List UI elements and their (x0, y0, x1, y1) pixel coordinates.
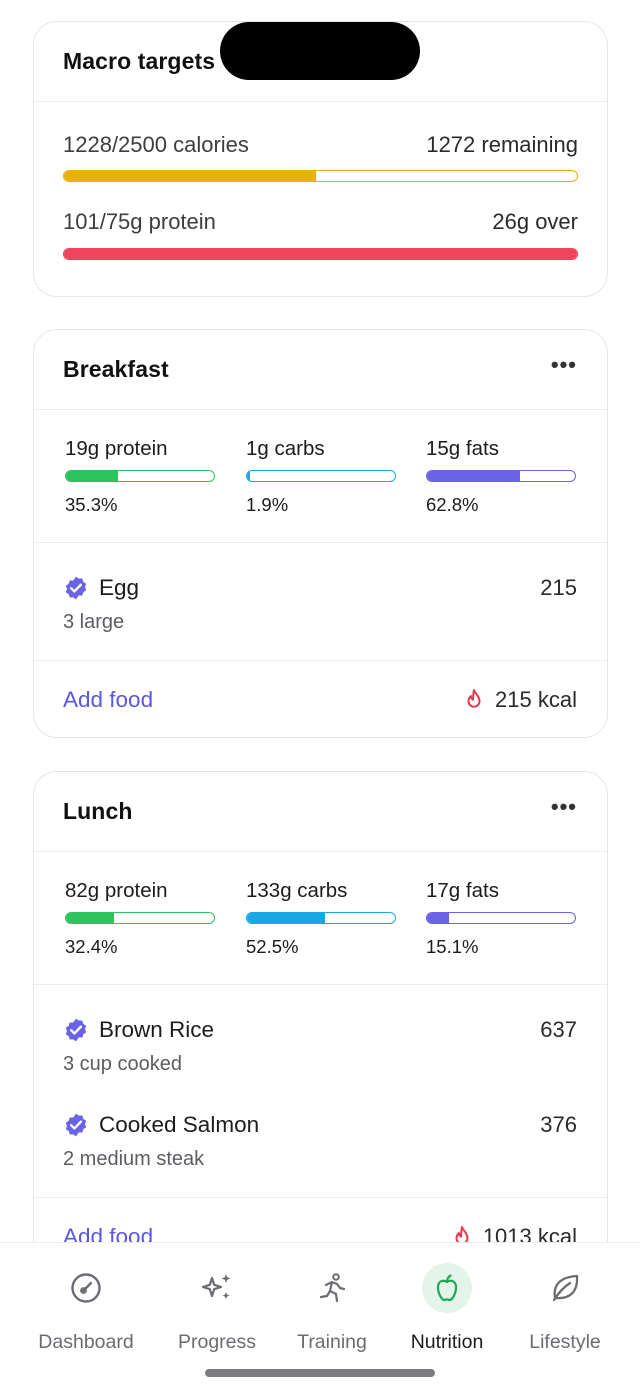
food-name: Egg (99, 575, 140, 600)
food-quantity: 3 cup cooked (63, 1053, 182, 1075)
calories-remaining: 1272 remaining (426, 132, 578, 157)
lunch-footer: Add food 1013 kcal (34, 1197, 607, 1242)
food-calories: 376 (540, 1112, 577, 1137)
meal-total-kcal-value: 215 kcal (495, 686, 577, 712)
carbs-macro-fill (247, 471, 250, 481)
carbs-macro-bar (246, 470, 396, 482)
breakfast-footer: Add food 215 kcal (34, 660, 607, 738)
carbs-macro-label: 1g carbs (246, 437, 325, 460)
fats-macro-bar (426, 912, 576, 924)
fats-macro-fill (427, 471, 520, 481)
bottom-tab-bar: Dashboard Progress Training Nutrition Li… (0, 1242, 640, 1391)
breakfast-header: Breakfast ••• (34, 330, 607, 410)
meal-title: Breakfast (63, 356, 169, 382)
tab-label: Dashboard (38, 1331, 134, 1353)
leaf-icon (540, 1263, 590, 1313)
meal-macros: 19g protein 35.3% 1g carbs 1.9% 15g fats… (34, 410, 607, 543)
tab-label: Lifestyle (529, 1331, 601, 1353)
food-name: Cooked Salmon (99, 1112, 260, 1137)
protein-macro-label: 82g protein (65, 879, 168, 902)
food-quantity: 3 large (63, 611, 125, 633)
food-name: Brown Rice (99, 1017, 215, 1042)
meal-total-kcal-value: 1013 kcal (482, 1223, 577, 1243)
carbs-macro-bar (246, 912, 396, 924)
protein-macro-bar (65, 470, 215, 482)
calories-progress-bar (63, 170, 578, 182)
fats-macro-bar (426, 470, 576, 482)
macro-targets-title: Macro targets (63, 48, 216, 74)
flame-icon (467, 688, 481, 708)
carbs-macro-percent: 52.5% (246, 936, 299, 957)
flame-icon (455, 1225, 469, 1242)
home-indicator[interactable] (205, 1369, 435, 1377)
apple-icon (422, 1263, 472, 1313)
calories-progress-fill (64, 171, 316, 181)
food-name-row: Brown Rice (63, 1017, 214, 1043)
add-food-button[interactable]: Add food (63, 686, 154, 712)
meal-total-kcal: 1013 kcal (451, 1223, 577, 1243)
tab-training[interactable]: Training (268, 1263, 396, 1354)
tab-label: Nutrition (410, 1331, 484, 1353)
calories-row: 1228/2500 calories 1272 remaining (63, 132, 578, 158)
food-calories: 215 (540, 575, 577, 600)
more-options-button[interactable]: ••• (550, 793, 577, 819)
protein-macro-bar (65, 912, 215, 924)
lunch-card: Lunch ••• 82g protein 32.4% 133g carbs 5… (33, 771, 608, 1242)
protein-progress-bar (63, 248, 578, 260)
tab-nutrition[interactable]: Nutrition (383, 1263, 511, 1354)
protein-macro-fill (66, 913, 114, 923)
gauge-icon (61, 1263, 111, 1313)
meal-macros: 82g protein 32.4% 133g carbs 52.5% 17g f… (34, 852, 607, 985)
meal-title: Lunch (63, 798, 133, 824)
food-quantity: 2 medium steak (63, 1148, 205, 1170)
protein-macro-percent: 32.4% (65, 936, 118, 957)
protein-macro-label: 19g protein (65, 437, 168, 460)
tab-label: Progress (177, 1331, 257, 1353)
carbs-macro-percent: 1.9% (246, 494, 289, 515)
add-food-button[interactable]: Add food (63, 1223, 154, 1243)
food-item[interactable]: Cooked Salmon 2 medium steak 376 (63, 1112, 577, 1172)
more-options-button[interactable]: ••• (550, 351, 577, 377)
carbs-macro-fill (247, 913, 325, 923)
verified-badge-icon (65, 1113, 87, 1137)
fats-macro-percent: 62.8% (426, 494, 479, 515)
sparkles-icon (192, 1263, 242, 1313)
calories-label: 1228/2500 calories (63, 132, 249, 157)
verified-badge-icon (65, 1018, 87, 1042)
lunch-header: Lunch ••• (34, 772, 607, 852)
food-name-row: Cooked Salmon (63, 1112, 259, 1138)
protein-over: 26g over (492, 209, 578, 234)
protein-label: 101/75g protein (63, 209, 216, 234)
tab-dashboard[interactable]: Dashboard (22, 1263, 150, 1354)
fats-macro-label: 15g fats (426, 437, 499, 460)
macro-targets-header: Macro targets (34, 22, 607, 102)
tab-label: Training (297, 1331, 367, 1353)
food-item[interactable]: Brown Rice 3 cup cooked 637 (63, 1017, 577, 1077)
protein-macro-percent: 35.3% (65, 494, 118, 515)
food-name-row: Egg (63, 575, 139, 601)
carbs-macro-label: 133g carbs (246, 879, 348, 902)
tab-progress[interactable]: Progress (153, 1263, 281, 1354)
protein-macro-fill (66, 471, 119, 481)
meal-total-kcal: 215 kcal (463, 687, 577, 713)
fats-macro-percent: 15.1% (426, 936, 479, 957)
protein-row: 101/75g protein 26g over (63, 209, 578, 235)
verified-badge-icon (65, 576, 87, 600)
protein-progress-fill (64, 249, 577, 259)
fats-macro-fill (427, 913, 450, 923)
breakfast-card: Breakfast ••• 19g protein 35.3% 1g carbs… (33, 329, 608, 738)
food-calories: 637 (540, 1017, 577, 1042)
fats-macro-label: 17g fats (426, 879, 499, 902)
food-item[interactable]: Egg 3 large 215 (63, 575, 577, 635)
camera-notch (220, 22, 420, 80)
tab-lifestyle[interactable]: Lifestyle (501, 1263, 629, 1354)
main-scroll-area[interactable]: Macro targets 1228/2500 calories 1272 re… (0, 0, 640, 1242)
runner-icon (307, 1263, 357, 1313)
